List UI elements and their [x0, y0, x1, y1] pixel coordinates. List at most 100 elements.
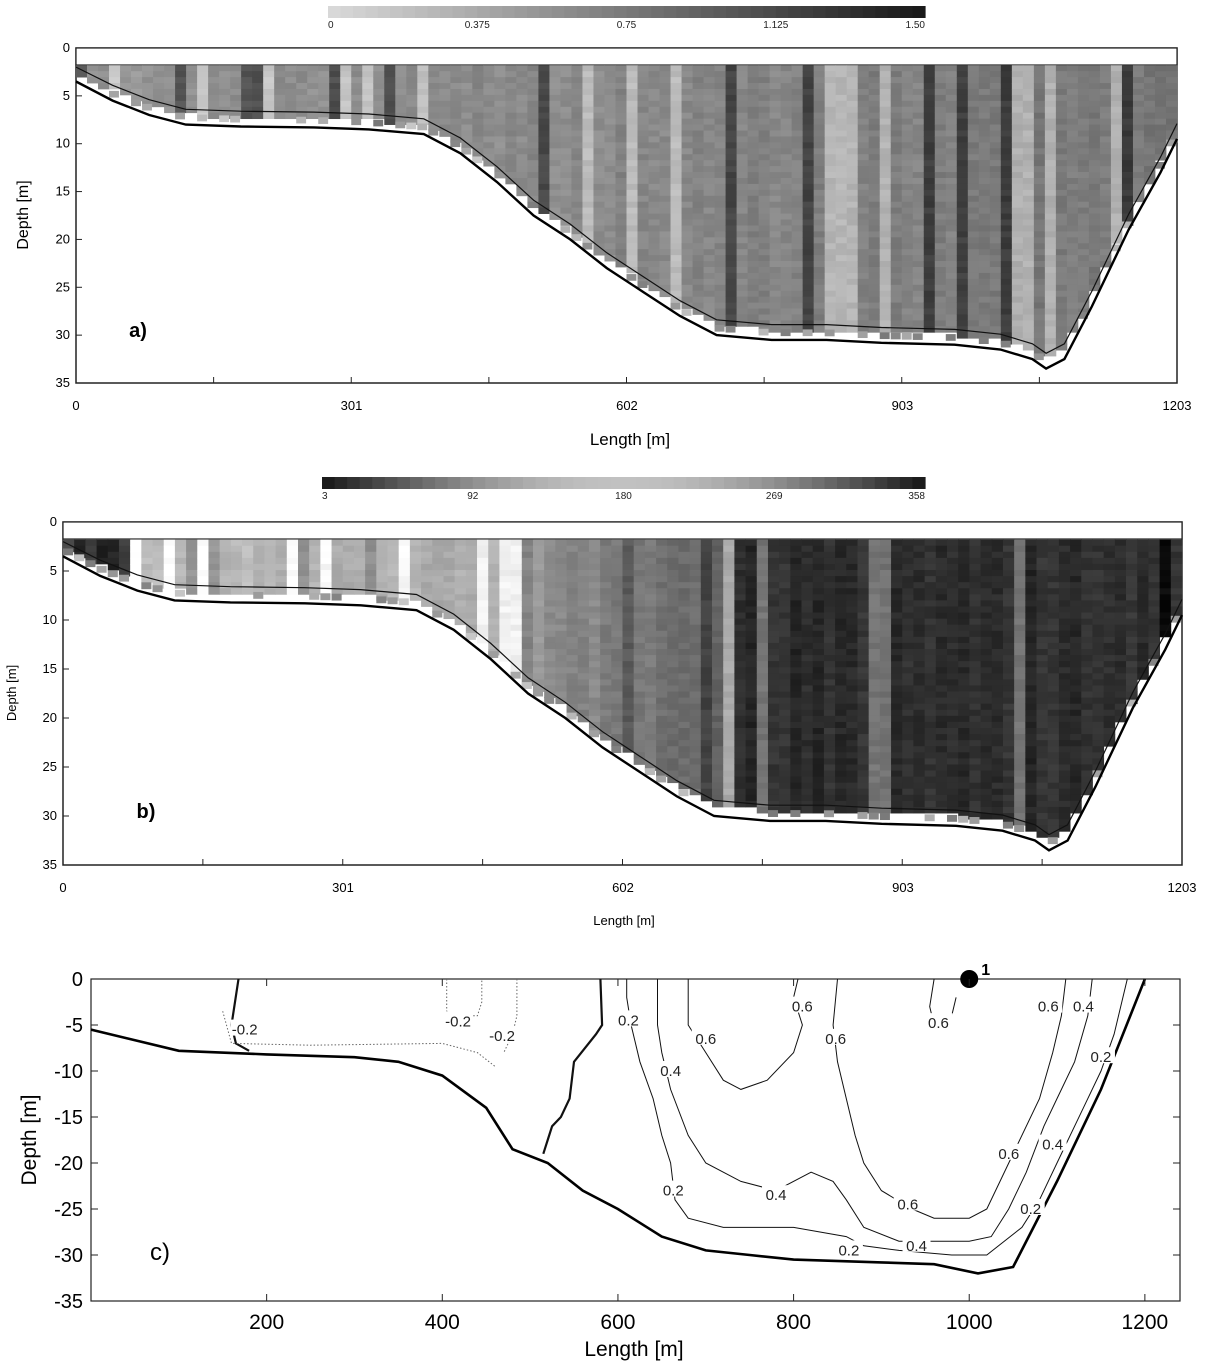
heatmap-cell	[879, 661, 892, 668]
heatmap-cell	[465, 557, 478, 565]
heatmap-cell	[791, 219, 804, 226]
heatmap-cell	[307, 77, 319, 84]
heatmap-cell	[712, 764, 724, 771]
heatmap-cell	[857, 582, 870, 589]
heatmap-cell	[790, 667, 802, 674]
heatmap-cell	[670, 142, 682, 149]
heatmap-cell	[689, 649, 702, 656]
heatmap-cell	[801, 782, 814, 790]
heatmap-cell	[230, 88, 242, 96]
heatmap-cell	[689, 673, 702, 680]
heatmap-cell	[1055, 296, 1068, 303]
heatmap-cell	[890, 183, 903, 191]
heatmap-cell	[769, 302, 782, 309]
heatmap-cell	[637, 112, 649, 120]
heatmap-cell	[846, 106, 859, 114]
heatmap-cell	[767, 746, 780, 753]
heatmap-cell	[1143, 112, 1156, 120]
heatmap-cell	[164, 65, 176, 72]
heatmap-cell	[891, 557, 903, 565]
heatmap-cell	[712, 709, 724, 717]
heatmap-cell	[857, 83, 870, 90]
heatmap-cell	[85, 560, 96, 568]
heatmap-cell	[615, 213, 627, 220]
heatmap-cell	[549, 65, 561, 72]
heatmap-cell	[659, 88, 671, 96]
heatmap-cell	[734, 758, 746, 765]
heatmap-cell	[958, 788, 970, 796]
heatmap-cell	[736, 278, 749, 286]
heatmap-cell	[1033, 302, 1046, 309]
heatmap-cell	[912, 225, 925, 232]
heatmap-cell	[823, 697, 836, 705]
heatmap-cell	[758, 284, 771, 292]
heatmap-cell	[477, 594, 489, 601]
heatmap-cell	[230, 557, 243, 565]
heatmap-cell	[890, 88, 903, 96]
heatmap-cell	[1132, 130, 1145, 137]
heatmap-cell	[723, 661, 735, 668]
heatmap-cell	[263, 77, 275, 84]
heatmap-cell	[1143, 172, 1156, 179]
heatmap-cell	[758, 77, 771, 84]
heatmap-cell	[577, 570, 590, 577]
heatmap-cell	[700, 691, 713, 699]
heatmap-cell	[571, 142, 583, 149]
heatmap-cell	[1022, 65, 1035, 72]
heatmap-cell	[868, 100, 881, 108]
heatmap-cell	[758, 65, 771, 72]
heatmap-cell	[510, 655, 523, 662]
heatmap-cell	[494, 100, 506, 108]
heatmap-cell	[779, 709, 791, 717]
heatmap-cell	[275, 570, 288, 577]
heatmap-cell	[978, 225, 991, 232]
heatmap-cell	[868, 154, 881, 161]
heatmap-cell	[758, 124, 771, 131]
heatmap-cell	[555, 649, 567, 656]
heatmap-cell	[615, 106, 627, 114]
heatmap-cell	[846, 261, 859, 268]
heatmap-cell	[320, 539, 332, 547]
heatmap-cell	[846, 219, 859, 226]
heatmap-cell	[1022, 302, 1035, 309]
heatmap-cell	[879, 728, 892, 735]
heatmap-cell	[958, 612, 970, 620]
heatmap-cell	[700, 740, 713, 747]
heatmap-cell	[384, 106, 396, 114]
heatmap-cell	[802, 290, 815, 298]
heatmap-cell	[745, 600, 758, 607]
heatmap-cell	[285, 65, 297, 72]
heatmap-cell	[780, 112, 793, 120]
heatmap-cell	[544, 642, 556, 650]
heatmap-cell	[846, 183, 859, 191]
heatmap-cell	[890, 83, 903, 90]
heatmap-cell	[947, 814, 958, 822]
heatmap-cell	[823, 551, 836, 559]
heatmap-cell	[648, 112, 660, 120]
heatmap-cell	[1055, 65, 1068, 72]
heatmap-cell	[890, 308, 903, 315]
heatmap-cell	[835, 691, 847, 699]
heatmap-cell	[615, 136, 627, 143]
heatmap-cell	[406, 118, 418, 125]
heatmap-cell	[767, 606, 780, 613]
heatmap-cell	[868, 106, 881, 114]
heatmap-cell	[648, 219, 660, 226]
heatmap-cell	[902, 788, 914, 796]
heatmap-cell	[879, 177, 892, 185]
heatmap-cell	[74, 539, 86, 547]
heatmap-cell	[588, 545, 601, 553]
heatmap-cell	[947, 782, 959, 790]
heatmap-cell	[912, 266, 925, 274]
heatmap-cell	[626, 237, 638, 244]
heatmap-cell	[678, 630, 691, 638]
heatmap-cell	[644, 600, 657, 607]
heatmap-cell	[969, 697, 981, 705]
heatmap-cell	[1077, 100, 1090, 108]
heatmap-cell	[790, 794, 802, 802]
heatmap-cell	[141, 576, 153, 583]
heatmap-cell	[956, 237, 969, 244]
heatmap-cell	[667, 600, 679, 607]
heatmap-cell	[767, 588, 780, 595]
